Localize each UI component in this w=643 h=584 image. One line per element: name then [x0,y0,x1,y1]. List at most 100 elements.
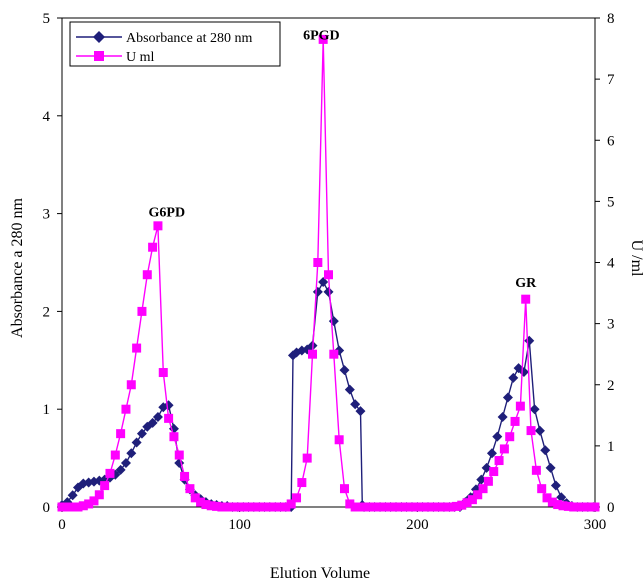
data-point [276,502,286,512]
data-point [329,349,339,359]
data-point [323,286,334,297]
data-point [196,497,206,507]
data-point [180,471,190,481]
data-point [89,496,99,506]
data-point [435,502,445,512]
y-right-tick-label: 7 [607,72,615,88]
data-point [308,349,318,359]
data-point [131,437,142,448]
data-point [344,384,355,395]
data-point [366,502,376,512]
data-point [563,501,573,511]
data-point [212,501,222,511]
legend: Absorbance at 280 nm U ml [69,21,281,67]
data-point [521,294,531,304]
data-point [265,502,275,512]
data-point [94,490,104,500]
data-point [579,502,589,512]
data-point [105,468,115,478]
data-point [529,404,540,415]
data-point [136,428,147,439]
peak-label: 6PGD [303,28,340,43]
data-point [545,462,556,473]
annotations: G6PD 6PGD GR [149,28,538,291]
data-point [467,495,477,505]
data-point [441,502,451,512]
data-point [328,316,339,327]
data-point [446,502,456,512]
data-point [324,270,333,280]
legend-box [69,21,281,67]
data-point [393,502,403,512]
data-point [62,502,72,512]
data-point [201,500,211,510]
data-point [585,502,595,512]
y-right-tick-label: 8 [607,11,615,27]
data-point [84,499,94,509]
y-left-tick-label: 3 [43,207,51,223]
data-point [419,502,429,512]
data-point [339,484,349,494]
data-point [451,501,461,511]
peak-label: GR [515,276,537,291]
data-point [270,502,280,512]
data-point [489,467,499,477]
data-point [478,484,488,494]
y-left-axis-title: Absorbance a 280 nm [9,197,26,338]
data-point [537,484,547,494]
data-point [476,474,487,485]
data-point [67,490,78,501]
data-point [121,404,131,414]
data-point [206,501,216,511]
data-point [361,502,371,512]
data-point [254,502,264,512]
data-point [174,450,184,460]
data-point [339,365,350,376]
legend-marker-uml [94,51,104,61]
data-point [590,502,600,512]
data-point [371,502,381,512]
data-point [126,448,137,459]
y-left-tick-label: 2 [43,304,51,320]
data-point [217,502,227,512]
data-point [115,464,126,475]
data-point [286,499,296,509]
data-point [312,286,323,297]
data-point [550,480,561,491]
data-point [302,453,312,463]
data-point [462,498,472,508]
data-point [116,429,126,439]
data-point [132,343,142,353]
data-point [100,481,110,491]
y-right-tick-label: 1 [607,439,615,455]
legend-label-absorbance: Absorbance at 280 nm [126,31,252,46]
data-point [169,432,179,442]
data-point [425,502,435,512]
x-tick-label: 200 [406,517,429,533]
data-point [110,450,120,460]
data-point [531,465,541,475]
data-point [382,502,392,512]
y-right-tick-label: 4 [607,256,615,272]
data-point [574,502,584,512]
data-point [190,493,200,503]
data-point [414,502,424,512]
y-right-tick-label: 3 [607,317,615,333]
data-point [350,502,360,512]
data-point [553,500,563,510]
data-point [409,502,419,512]
data-point [334,435,344,445]
data-point [524,335,535,346]
data-point [158,368,168,378]
data-point [481,462,492,473]
data-point [137,306,147,316]
y-left-tick-label: 4 [43,109,51,125]
data-point [147,417,158,428]
data-point [497,412,508,423]
data-point [318,34,328,44]
y-right-tick-label: 5 [607,194,615,210]
data-point [510,416,520,426]
data-point [558,501,568,511]
